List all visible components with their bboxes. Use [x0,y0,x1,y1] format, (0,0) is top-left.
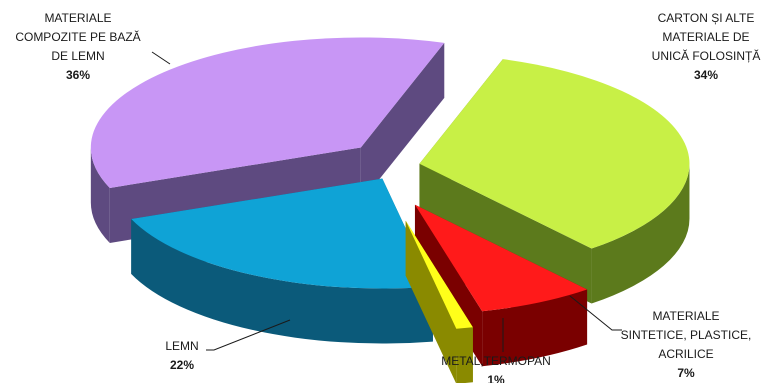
label-metal: METAL,TERMOPAN 1% [441,354,551,383]
label-compozite: MATERIALE COMPOZITE PE BAZĂ DE LEMN 36% [15,11,140,82]
slice-metal [405,220,473,383]
value-label-lemn: 22% [170,358,194,372]
slice-lemn-top [131,178,433,289]
slice-carton-top [419,59,690,249]
slice-compozite-side [90,147,110,243]
slice-metal-top [405,220,473,329]
label-line-carton: MATERIALE DE [662,30,749,44]
slice-sintetice-side [482,289,588,367]
slice-carton-wall-end [419,163,592,304]
value-label-sintetice: 7% [677,366,695,380]
label-line-metal: METAL,TERMOPAN [441,354,551,368]
slice-sintetice-top [414,204,588,312]
leader-line-sintetice [569,295,622,331]
label-line-compozite: MATERIALE [44,11,111,25]
slice-metal-wall-end [405,220,457,383]
label-line-carton: UNICĂ FOLOSINȚĂ [652,48,761,63]
slice-lemn [131,178,433,344]
label-lemn: LEMN 22% [165,339,198,372]
slice-compozite-top [90,37,445,188]
label-line-sintetice: SINTETICE, PLASTICE, [621,328,752,342]
slice-carton [419,59,690,304]
leader-lines [151,51,622,352]
slice-lemn-side [131,219,433,344]
leader-line-lemn [206,319,291,351]
slice-compozite-wall-end [360,42,445,203]
label-line-lemn: LEMN [165,339,198,353]
label-line-sintetice: ACRILICE [658,347,713,361]
slice-labels: CARTON ȘI ALTE MATERIALE DE UNICĂ FOLOSINȚ… [15,11,760,383]
pie-slices [90,37,690,383]
slice-carton-side [591,163,690,304]
value-label-metal: 1% [487,373,505,383]
slice-metal-side [456,327,473,383]
label-line-compozite: COMPOZITE PE BAZĂ [15,29,140,44]
label-line-carton: CARTON ȘI ALTE [658,11,755,25]
label-carton: CARTON ȘI ALTE MATERIALE DE UNICĂ FOLOSINȚ… [652,11,761,82]
value-label-compozite: 36% [66,68,90,82]
leader-line-compozite [151,51,171,65]
label-line-sintetice: MATERIALE [652,309,719,323]
label-sintetice: MATERIALE SINTETICE, PLASTICE, ACRILICE 7% [621,309,752,380]
value-label-carton: 34% [694,68,718,82]
label-line-compozite: DE LEMN [51,49,104,63]
